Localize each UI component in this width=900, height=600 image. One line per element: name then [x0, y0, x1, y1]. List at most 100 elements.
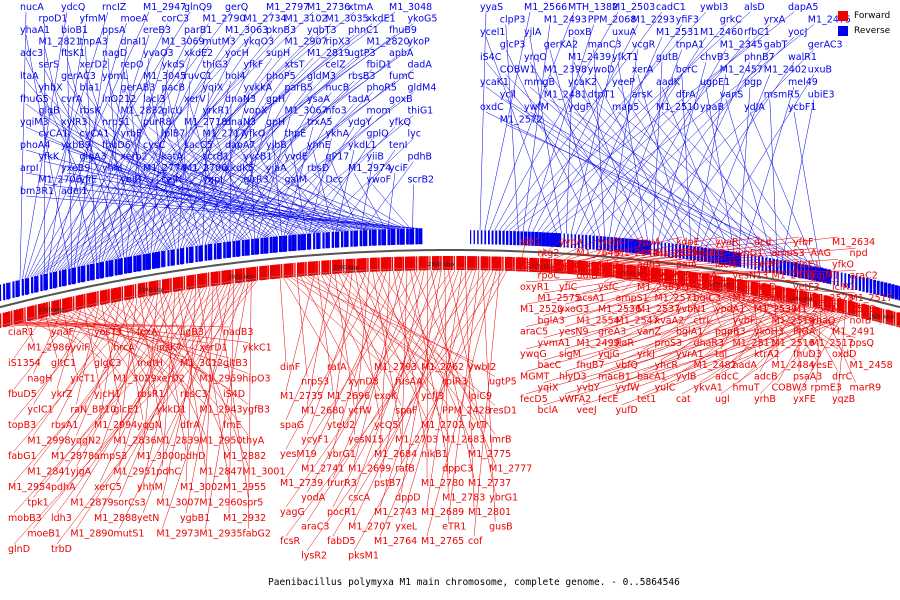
forward-gene-wedge [877, 307, 881, 323]
leader-line [7, 325, 15, 328]
forward-gene-wedge [202, 273, 206, 288]
leader-line [76, 286, 205, 498]
leader-line [84, 34, 273, 266]
gene-label: nrpS3 [301, 377, 329, 388]
forward-gene-wedge [178, 276, 181, 291]
reverse-gene-wedge [282, 235, 287, 252]
gene-label: exoK [374, 391, 398, 402]
reverse-gene-wedge [310, 233, 312, 250]
reverse-gene-wedge [660, 242, 663, 257]
gene-label: yicT1 [70, 374, 95, 385]
gene-label: ubiE3 [808, 90, 835, 101]
reverse-gene-wedge [226, 241, 230, 258]
leader-line [283, 126, 314, 236]
leader-line [31, 319, 120, 343]
gene-label: ykoP [407, 37, 430, 48]
gene-label: M1_2797 [266, 2, 309, 13]
leader-line [317, 274, 334, 392]
forward-gene-wedge [718, 276, 721, 291]
forward-gene-wedge [453, 256, 455, 271]
leader-line [98, 46, 127, 263]
gene-label: yesM19 [280, 449, 317, 460]
forward-gene-wedge [850, 301, 854, 316]
gene-label: sorCs3 [113, 498, 145, 509]
leader-line [706, 288, 722, 327]
gene-label: M1_2648 [577, 248, 620, 259]
reverse-gene-wedge [732, 252, 737, 267]
forward-gene-wedge [815, 293, 819, 308]
reverse-gene-wedge [750, 255, 753, 270]
forward-gene-wedge [251, 267, 254, 282]
reverse-gene-wedge [617, 237, 621, 252]
forward-gene-wedge [145, 281, 148, 297]
gene-label: M1_2739 [280, 478, 323, 489]
forward-gene-wedge [812, 292, 817, 308]
leader-line [286, 277, 381, 363]
reverse-gene-wedge [254, 238, 259, 255]
forward-gene-wedge [510, 257, 513, 272]
reverse-gene-wedge [664, 242, 667, 257]
leader-line [25, 195, 416, 229]
forward-gene-wedge [866, 305, 870, 320]
forward-gene-wedge [118, 286, 122, 302]
forward-gene-wedge [410, 256, 414, 271]
leader-line [564, 287, 698, 327]
gene-label: hol4 [225, 71, 246, 82]
gene-label: glcP3 [500, 40, 526, 51]
leader-line [25, 126, 268, 238]
gene-label: hipO3 [242, 374, 270, 385]
gene-label: M1_2954 [8, 482, 51, 493]
gene-label: rafA [327, 362, 347, 373]
reverse-gene-wedge [179, 248, 184, 265]
reverse-gene-wedge [396, 228, 400, 245]
leader-line [614, 49, 683, 238]
gene-label: yhaQ [811, 315, 836, 326]
leader-line [749, 111, 816, 268]
gene-label: gutB [656, 52, 678, 63]
leader-line [600, 270, 778, 277]
gene-label: ciaR1 [8, 327, 34, 338]
reverse-gene-wedge [62, 269, 66, 287]
gene-label: M1_2536 [598, 304, 641, 315]
gene-label: mobB3 [8, 513, 42, 524]
gene-label: vanZ [637, 327, 661, 338]
leader-line [498, 11, 663, 231]
leader-line [700, 74, 771, 248]
gene-label: rbsR1 [137, 389, 165, 400]
gene-label: ysfC [598, 282, 619, 293]
forward-gene-wedge [267, 265, 270, 280]
leader-line [687, 285, 778, 316]
reverse-gene-wedge [588, 235, 592, 250]
reverse-gene-wedge [334, 231, 339, 248]
leader-line [148, 103, 226, 243]
gene-label: M1_2801 [468, 507, 511, 518]
leader-line [205, 285, 214, 498]
gene-label: yyaR [715, 237, 739, 248]
forward-gene-wedge [772, 285, 774, 300]
gene-label: pdhB [407, 152, 432, 163]
gene-label: M1_2736 [307, 2, 350, 13]
leader-line [85, 69, 147, 254]
gene-label: dfrA [676, 90, 696, 101]
gene-label: M1_2439 [568, 52, 611, 63]
gene-label: xerA [632, 65, 654, 76]
gene-label: xerb2 [120, 152, 147, 163]
forward-gene-wedge [429, 256, 431, 271]
gene-label: yvbY [577, 383, 600, 394]
leader-line [551, 247, 700, 274]
forward-gene-wedge [232, 269, 234, 284]
gene-label: xerD2 [156, 374, 184, 385]
reverse-gene-wedge [303, 233, 306, 250]
gene-label: ftsK1 [61, 48, 85, 59]
gene-label: tpk1 [27, 498, 48, 509]
leader-line [536, 236, 800, 273]
gene-label: M1_2699 [348, 464, 391, 475]
gene-label: ligB3 [180, 327, 204, 338]
gene-label: oxdC [480, 102, 504, 113]
leader-line [355, 272, 381, 421]
leader-line [626, 278, 839, 283]
reverse-gene-wedge [538, 232, 542, 247]
gene-label: yfkT1 [612, 52, 638, 63]
reverse-gene-wedge [120, 257, 123, 275]
leader-line [126, 138, 297, 235]
